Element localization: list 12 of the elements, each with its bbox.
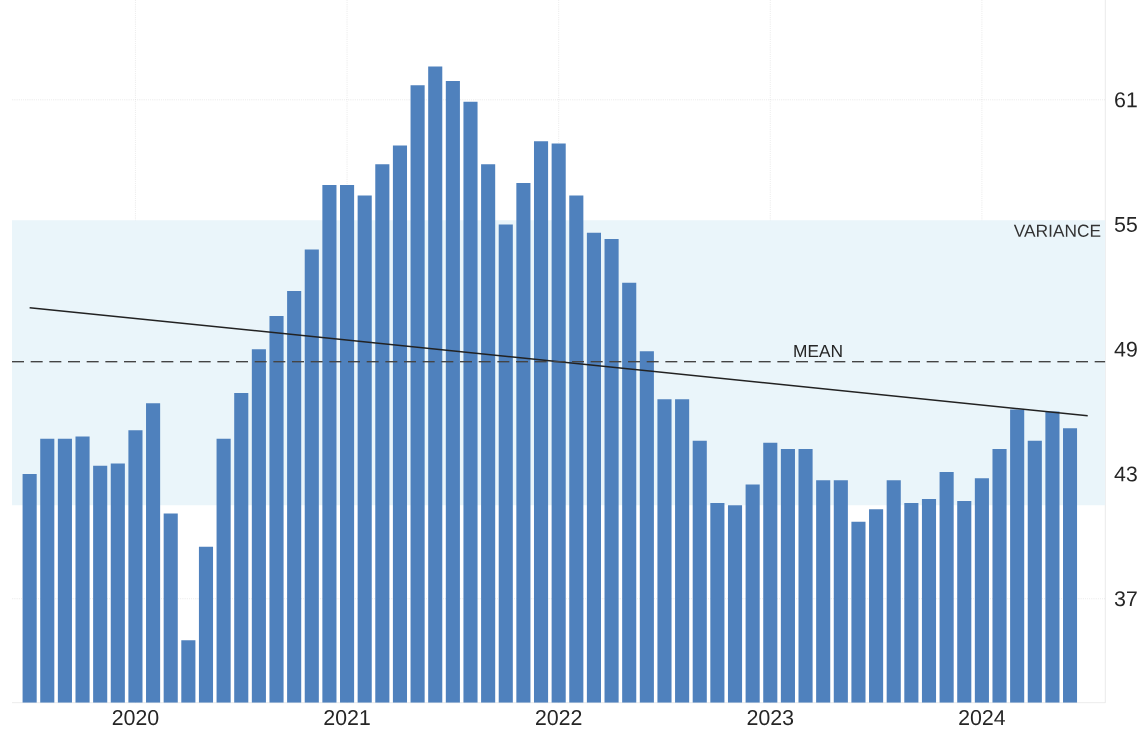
- y-tick-label: 49: [1114, 341, 1137, 357]
- y-tick-label: 61: [1115, 92, 1137, 108]
- y-tick-label: 37: [1114, 591, 1137, 607]
- band-label: VARIANCE: [1013, 224, 1101, 237]
- x-tick-label: 2024: [959, 710, 1005, 726]
- x-tick-label: 2022: [536, 710, 582, 726]
- y-tick-label: 43: [1114, 466, 1137, 482]
- x-tick-label: 2023: [747, 710, 794, 726]
- y-tick-label: 55: [1114, 217, 1137, 232]
- x-tick-label: 2020: [112, 710, 159, 726]
- x-tick-label: 2021: [324, 710, 370, 726]
- ref-line-label: MEAN: [794, 345, 842, 358]
